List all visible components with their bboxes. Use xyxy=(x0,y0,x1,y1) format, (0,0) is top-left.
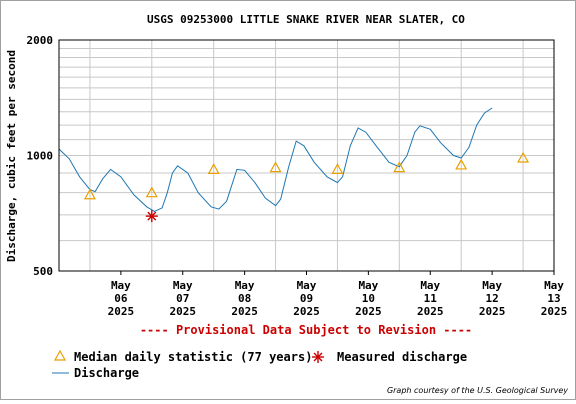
grid-lines xyxy=(59,39,554,272)
provisional-note: ---- Provisional Data Subject to Revisio… xyxy=(140,323,472,337)
median-marker xyxy=(207,163,220,174)
x-tick-month: May xyxy=(358,279,378,292)
median-marker xyxy=(517,151,530,163)
x-tick-day: 08 xyxy=(238,292,251,305)
y-tick-label: 2000 xyxy=(27,34,54,47)
x-tick-month: May xyxy=(111,279,131,292)
plot-border xyxy=(58,39,555,272)
x-tick-year: 2025 xyxy=(293,305,320,318)
median-marker xyxy=(269,161,282,173)
x-tick-month: May xyxy=(544,279,564,292)
x-tick-month: May xyxy=(297,279,317,292)
legend: Median daily statistic (77 years) Measur… xyxy=(52,349,467,380)
legend-measured-icon xyxy=(312,351,324,363)
x-tick-day: 09 xyxy=(300,292,313,305)
y-tick-label: 500 xyxy=(33,265,53,278)
x-tick-month: May xyxy=(173,279,193,292)
x-tick-year: 2025 xyxy=(479,305,506,318)
x-tick-day: 12 xyxy=(486,292,499,305)
x-tick-day: 07 xyxy=(176,292,189,305)
discharge-line xyxy=(58,107,493,212)
x-tick-month: May xyxy=(235,279,255,292)
legend-median-icon xyxy=(53,349,67,361)
x-tick-month: May xyxy=(482,279,502,292)
median-marker xyxy=(83,188,96,200)
x-tick-year: 2025 xyxy=(231,305,258,318)
legend-median-label: Median daily statistic (77 years) xyxy=(74,350,312,364)
x-tick-year: 2025 xyxy=(170,305,197,318)
x-tick-day: 11 xyxy=(424,292,438,305)
x-tick-month: May xyxy=(420,279,440,292)
median-markers xyxy=(83,151,530,200)
median-marker xyxy=(393,161,406,173)
x-tick-labels: May062025May072025May082025May092025May1… xyxy=(108,271,568,318)
x-tick-day: 13 xyxy=(547,292,560,305)
measured-marker xyxy=(145,210,158,223)
median-marker xyxy=(145,186,158,198)
legend-measured-label: Measured discharge xyxy=(337,350,467,364)
credit-text: Graph courtesy of the U.S. Geological Su… xyxy=(387,386,568,395)
x-tick-year: 2025 xyxy=(355,305,382,318)
chart-title: USGS 09253000 LITTLE SNAKE RIVER NEAR SL… xyxy=(147,13,465,26)
measured-markers xyxy=(145,210,158,223)
y-axis-label: Discharge, cubic feet per second xyxy=(5,50,18,262)
x-tick-year: 2025 xyxy=(108,305,135,318)
median-marker xyxy=(455,158,468,170)
x-tick-day: 06 xyxy=(114,292,128,305)
median-marker xyxy=(331,163,344,174)
x-tick-year: 2025 xyxy=(541,305,568,318)
y-tick-label: 1000 xyxy=(27,150,54,163)
y-tick-labels: 2000 1000 500 xyxy=(27,34,54,278)
legend-discharge-label: Discharge xyxy=(74,366,139,380)
x-tick-day: 10 xyxy=(362,292,375,305)
x-tick-year: 2025 xyxy=(417,305,444,318)
